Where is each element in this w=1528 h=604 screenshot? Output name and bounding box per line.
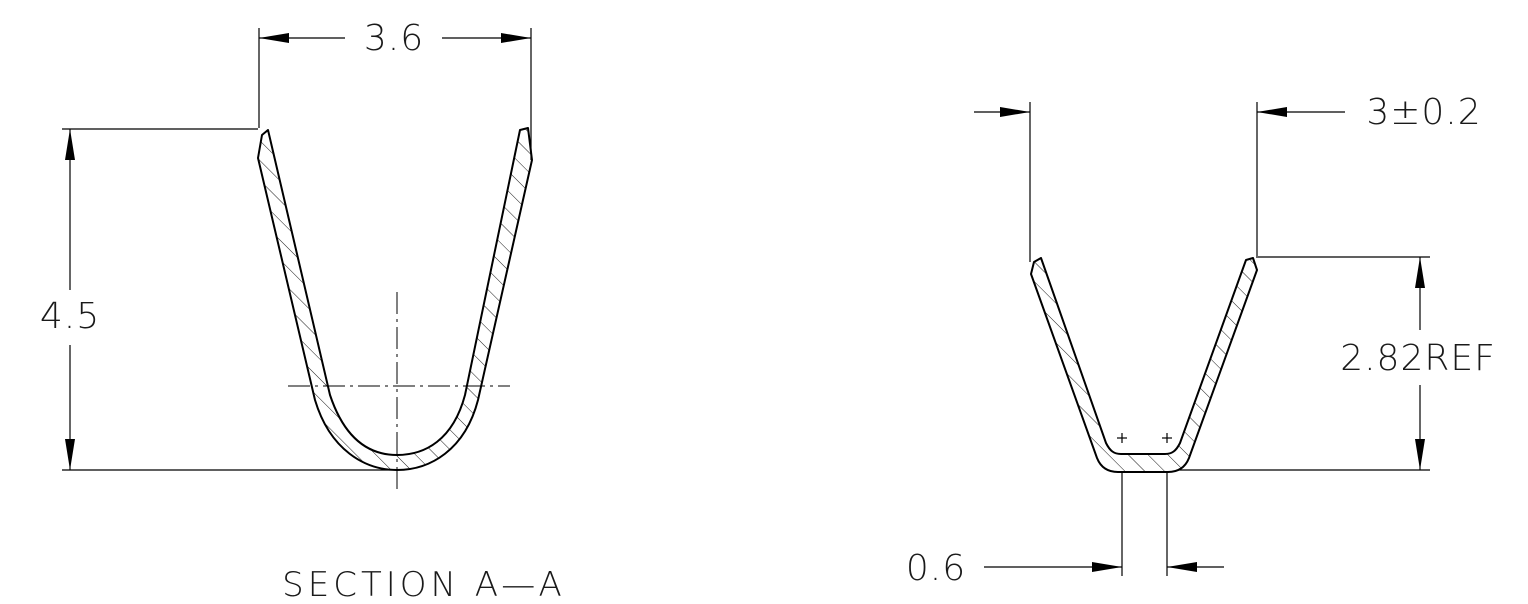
side-view-bottom-arrow-right: [1167, 562, 1197, 572]
side-view-height-arrow-bottom: [1415, 439, 1425, 470]
section-a-hatching: [258, 128, 532, 470]
side-view-center-marks: [1117, 433, 1172, 443]
section-a-width-arrow-left: [259, 33, 289, 43]
section-a-height-arrow-bottom: [65, 439, 75, 470]
side-view-width-arrow-left: [1000, 107, 1030, 117]
section-a-height-label: 4.5: [40, 296, 100, 337]
section-a-height-arrow-top: [65, 129, 75, 160]
section-a-caption: SECTION A—A: [282, 565, 566, 604]
side-view-bottom-label: 0.6: [906, 548, 966, 589]
section-a-view: 3.6 4.5 SECTION A—A: [40, 18, 566, 604]
side-view-height-label: 2.82REF: [1340, 338, 1496, 379]
side-view-width-label: 3±0.2: [1366, 92, 1481, 133]
side-view-hatching: [1031, 258, 1257, 472]
side-view: 3±0.2 2.82REF 0.6: [906, 92, 1496, 589]
section-a-width-label: 3.6: [364, 18, 424, 59]
side-view-height-arrow-top: [1415, 257, 1425, 288]
side-view-bottom-arrow-left: [1092, 562, 1122, 572]
section-a-width-arrow-right: [501, 33, 531, 43]
side-view-width-arrow-right: [1257, 107, 1287, 117]
